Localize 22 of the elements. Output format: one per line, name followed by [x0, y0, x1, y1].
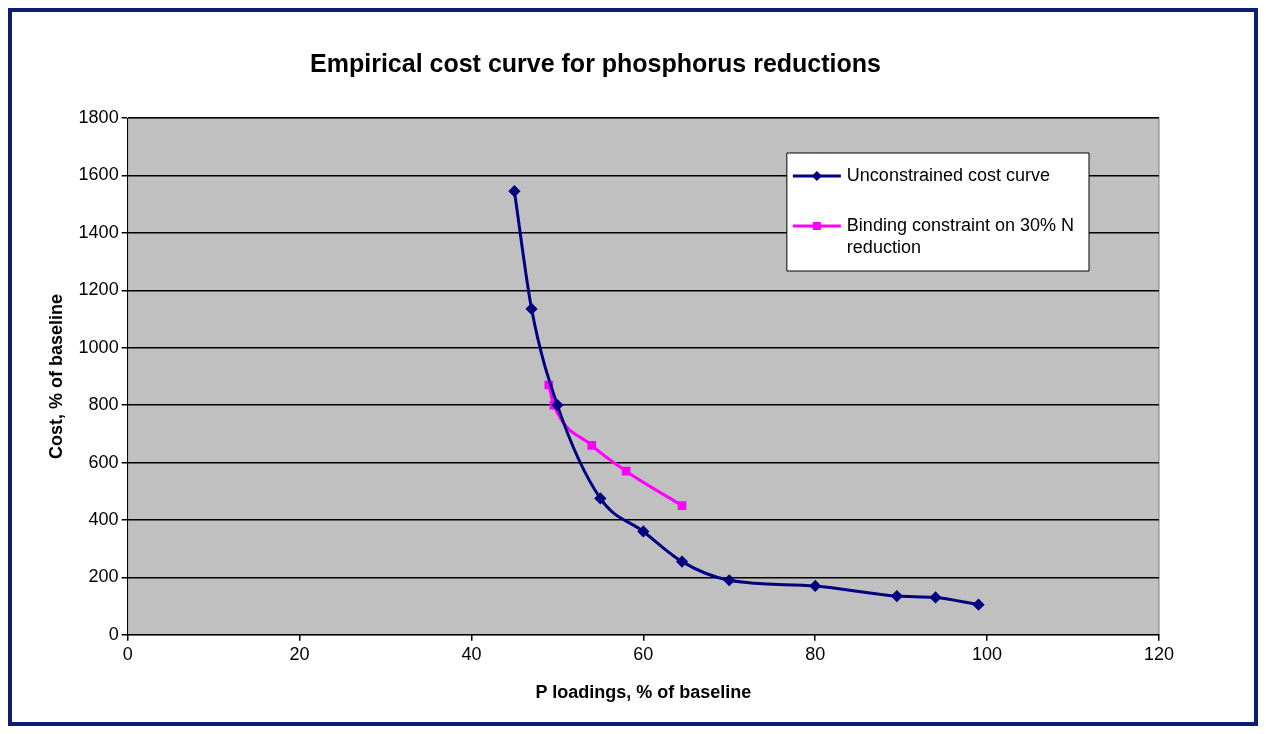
y-tick-label: 600: [88, 451, 119, 472]
y-tick-label: 200: [88, 566, 119, 587]
y-tick-label: 1600: [78, 164, 119, 185]
chart-title: Empirical cost curve for phosphorus reductions: [310, 48, 881, 77]
y-tick-label: 1000: [78, 336, 119, 357]
x-axis-title: P loadings, % of baseline: [535, 682, 752, 703]
y-tick-label: 400: [88, 508, 119, 529]
x-tick-label: 100: [972, 643, 1003, 664]
y-tick-label: 1200: [78, 279, 119, 300]
legend-label: Unconstrained cost curve: [846, 164, 1050, 185]
y-tick-label: 1400: [78, 221, 119, 242]
y-tick-label: 800: [88, 394, 119, 415]
x-tick-label: 80: [805, 643, 826, 664]
x-tick-label: 60: [633, 643, 654, 664]
legend-label: Binding constraint on 30% N reduction: [846, 214, 1074, 257]
y-tick-label: 0: [108, 623, 119, 644]
x-tick-label: 20: [289, 643, 310, 664]
x-tick-label: 0: [122, 643, 133, 664]
x-tick-label: 40: [461, 643, 482, 664]
y-tick-label: 1800: [78, 106, 119, 127]
x-tick-label: 120: [1143, 643, 1175, 664]
y-axis-title: Cost, % of baseline: [45, 293, 66, 459]
